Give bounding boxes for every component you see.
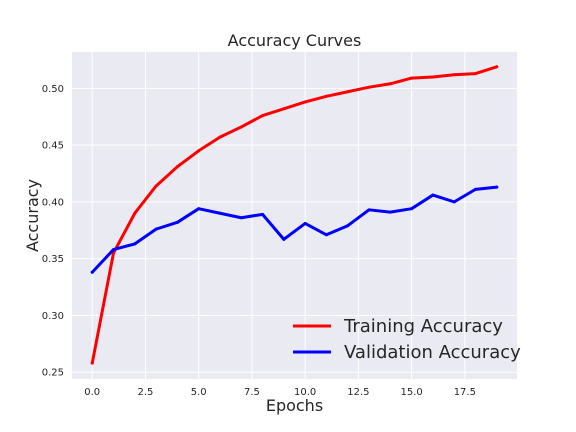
data-point bbox=[239, 125, 243, 129]
data-point bbox=[239, 216, 243, 220]
data-point bbox=[175, 220, 179, 224]
data-point bbox=[90, 270, 94, 274]
data-point bbox=[410, 207, 414, 211]
data-point bbox=[218, 135, 222, 139]
y-axis-ticks: 0.25 0.30 0.35 0.40 0.45 0.50 bbox=[42, 84, 64, 379]
y-axis-label: Accuracy bbox=[23, 179, 42, 252]
y-tick-label: 0.25 bbox=[42, 368, 64, 379]
data-point bbox=[303, 100, 307, 104]
data-point bbox=[133, 242, 137, 246]
data-point bbox=[282, 237, 286, 241]
data-point bbox=[261, 212, 265, 216]
series-line-validation bbox=[90, 185, 499, 274]
data-point bbox=[197, 207, 201, 211]
data-point bbox=[282, 107, 286, 111]
data-point bbox=[197, 149, 201, 153]
grid-lines bbox=[72, 52, 517, 379]
data-point bbox=[410, 76, 414, 80]
data-point bbox=[388, 82, 392, 86]
data-point bbox=[431, 75, 435, 79]
x-tick-label: 15.0 bbox=[400, 387, 422, 398]
x-tick-label: 5.0 bbox=[191, 387, 207, 398]
data-point bbox=[473, 187, 477, 191]
data-point bbox=[154, 184, 158, 188]
data-point bbox=[261, 114, 265, 118]
data-point bbox=[495, 185, 499, 189]
series-line-training bbox=[90, 65, 499, 365]
y-tick-label: 0.30 bbox=[42, 311, 64, 322]
y-tick-label: 0.40 bbox=[42, 197, 64, 208]
legend-label: Validation Accuracy bbox=[344, 342, 521, 363]
y-tick-label: 0.50 bbox=[42, 84, 64, 95]
data-point bbox=[431, 193, 435, 197]
data-point bbox=[218, 211, 222, 215]
data-point bbox=[367, 85, 371, 89]
x-tick-label: 2.5 bbox=[138, 387, 154, 398]
legend-label: Training Accuracy bbox=[343, 316, 503, 337]
data-point bbox=[112, 248, 116, 252]
data-point bbox=[452, 73, 456, 77]
x-tick-label: 7.5 bbox=[244, 387, 260, 398]
x-tick-label: 0.0 bbox=[84, 387, 100, 398]
data-point bbox=[133, 211, 137, 215]
x-tick-label: 17.5 bbox=[454, 387, 476, 398]
data-point bbox=[90, 361, 94, 365]
legend: Training Accuracy Validation Accuracy bbox=[293, 316, 521, 363]
y-tick-label: 0.45 bbox=[42, 141, 64, 152]
series-layer bbox=[90, 65, 499, 365]
data-point bbox=[324, 233, 328, 237]
x-tick-label: 12.5 bbox=[347, 387, 369, 398]
data-point bbox=[324, 94, 328, 98]
data-point bbox=[473, 72, 477, 76]
data-point bbox=[495, 65, 499, 69]
data-point bbox=[346, 90, 350, 94]
y-tick-label: 0.35 bbox=[42, 254, 64, 265]
data-point bbox=[175, 165, 179, 169]
x-axis-ticks: 0.0 2.5 5.0 7.5 10.0 12.5 15.0 17.5 bbox=[84, 387, 476, 398]
data-point bbox=[154, 227, 158, 231]
data-point bbox=[346, 224, 350, 228]
chart-title: Accuracy Curves bbox=[228, 31, 362, 50]
data-point bbox=[388, 210, 392, 214]
x-axis-label: Epochs bbox=[266, 396, 323, 415]
data-point bbox=[367, 208, 371, 212]
data-point bbox=[452, 200, 456, 204]
x-tick-label: 10.0 bbox=[294, 387, 316, 398]
data-point bbox=[303, 221, 307, 225]
